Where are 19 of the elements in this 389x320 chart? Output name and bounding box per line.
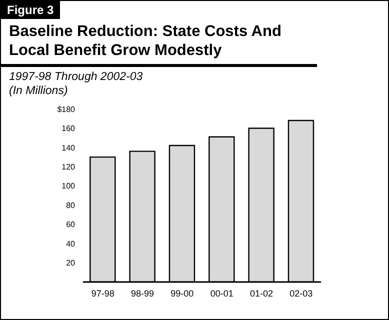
- x-tick-label: 02-03: [290, 288, 313, 298]
- chart-title: Baseline Reduction: State Costs And Local Benefit Grow Modestly: [1, 19, 317, 67]
- x-tick-label: 00-01: [210, 288, 234, 298]
- y-tick-label: 100: [62, 182, 76, 191]
- y-tick-label: 40: [66, 239, 76, 248]
- caption: Figure 3: [1, 1, 60, 19]
- y-tick-label: 160: [62, 124, 76, 134]
- y-tick-label: $180: [57, 104, 76, 114]
- x-tick-label: 01-02: [250, 288, 274, 298]
- x-tick-label: 98-99: [130, 288, 154, 298]
- y-tick-label: 60: [66, 220, 76, 230]
- chart-subtitle: 1997-98 Through 2002-03: [9, 70, 144, 84]
- y-tick-label: 140: [62, 143, 76, 152]
- y-tick-label: 120: [62, 162, 76, 172]
- y-tick-label: 20: [66, 258, 76, 268]
- y-tick-label: 80: [66, 200, 76, 210]
- y-axis-title: (In Millions): [9, 84, 69, 98]
- x-tick-label: 99-00: [170, 288, 194, 298]
- x-tick-label: 97-98: [91, 288, 114, 298]
